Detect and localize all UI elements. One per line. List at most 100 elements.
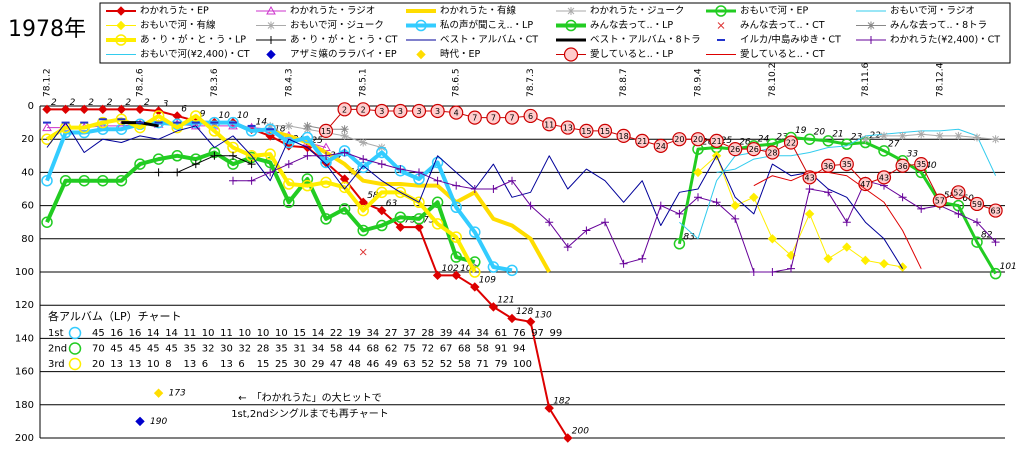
marker	[396, 165, 405, 174]
marker	[730, 200, 740, 211]
table-cell: 72	[421, 344, 434, 355]
marker	[247, 160, 256, 169]
annotation: ← 「わかれうた」の大ヒットで	[238, 391, 381, 404]
x-tick-label: 78.7.3	[526, 68, 536, 97]
table-cell: 14	[147, 328, 160, 339]
marker	[79, 104, 89, 115]
table-cell: 45	[92, 328, 105, 339]
table-cell: 63	[403, 359, 416, 370]
data-label: 4	[454, 109, 459, 118]
series	[861, 130, 1000, 144]
marker	[376, 146, 388, 159]
marker	[935, 131, 944, 140]
data-label: 14	[256, 118, 268, 128]
data-label: 173	[169, 389, 186, 399]
data-label: 73	[404, 216, 416, 226]
table-cell: 52	[440, 359, 453, 370]
data-label: 182	[553, 397, 570, 407]
marker	[783, 135, 799, 150]
table-cell: 34	[367, 328, 380, 339]
marker	[264, 148, 276, 160]
series	[753, 171, 922, 269]
marker	[767, 234, 778, 244]
y-tick-label: 20	[21, 134, 34, 145]
marker	[190, 110, 202, 122]
marker	[338, 181, 351, 194]
marker	[376, 219, 388, 232]
marker	[787, 264, 795, 273]
y-tick-label: 180	[15, 400, 34, 411]
annotation: 1st,2ndシングルまでも再チャート	[231, 407, 389, 420]
series-line	[45, 150, 476, 264]
marker	[991, 135, 1000, 144]
marker	[954, 131, 963, 140]
data-label: 109	[479, 275, 496, 285]
table-cell: 13	[220, 359, 233, 370]
table-cell: 45	[147, 344, 160, 355]
marker	[303, 151, 312, 160]
marker	[917, 130, 926, 139]
data-label: 2	[51, 98, 57, 108]
marker	[320, 213, 332, 225]
data-label: 3	[379, 107, 384, 116]
data-label: 26	[739, 138, 751, 148]
marker	[171, 150, 183, 162]
legend-label: あ・り・が・と・う・LP	[140, 34, 246, 46]
marker	[450, 201, 462, 214]
marker	[432, 270, 443, 281]
marker	[914, 157, 929, 172]
table-cell: 46	[367, 359, 380, 370]
table-cell: 32	[202, 344, 215, 355]
data-label: 83	[683, 232, 695, 242]
legend-label: みんな去って..・LP	[590, 19, 673, 31]
marker	[971, 236, 983, 248]
marker	[619, 259, 628, 268]
marker	[841, 138, 853, 150]
legend-label: 時代・EP	[440, 49, 481, 60]
marker	[42, 122, 52, 132]
legend-box	[99, 2, 1011, 64]
marker	[191, 160, 200, 169]
marker	[694, 193, 702, 202]
marker	[616, 128, 631, 143]
data-label: 73	[423, 216, 435, 226]
marker	[301, 131, 314, 144]
marker	[690, 132, 706, 147]
data-label: 2	[361, 105, 366, 114]
marker	[467, 110, 482, 125]
marker	[266, 121, 275, 130]
series	[154, 151, 256, 177]
series-line	[716, 128, 997, 176]
data-label: 63	[991, 207, 1001, 216]
table-cell: 11	[220, 328, 233, 339]
marker	[284, 160, 293, 169]
table-cell: 15	[257, 359, 270, 370]
marker	[247, 176, 256, 185]
marker	[229, 151, 237, 160]
marker	[842, 218, 851, 227]
table-cell: 11	[184, 328, 197, 339]
data-label: 25	[721, 136, 733, 146]
x-tick-label: 78.9.4	[694, 68, 704, 97]
legend-marker	[867, 36, 875, 44]
marker	[357, 204, 369, 217]
y-tick-label: 140	[15, 333, 34, 344]
table-cell: 14	[165, 328, 178, 339]
table-cell: 58	[458, 359, 471, 370]
data-label: 23	[776, 133, 788, 143]
marker	[41, 174, 53, 187]
table-cell: 79	[495, 359, 508, 370]
data-label: 2	[342, 105, 347, 114]
marker	[190, 120, 201, 130]
table-cell: 15	[293, 328, 306, 339]
data-label: 128	[516, 307, 533, 317]
marker	[266, 168, 275, 177]
data-label: 35	[916, 160, 926, 169]
data-label: 57	[935, 197, 945, 206]
data-label: 9	[200, 109, 206, 119]
table-cell: 70	[92, 344, 105, 355]
marker	[359, 248, 367, 256]
table-row-label: 1st	[48, 328, 64, 339]
